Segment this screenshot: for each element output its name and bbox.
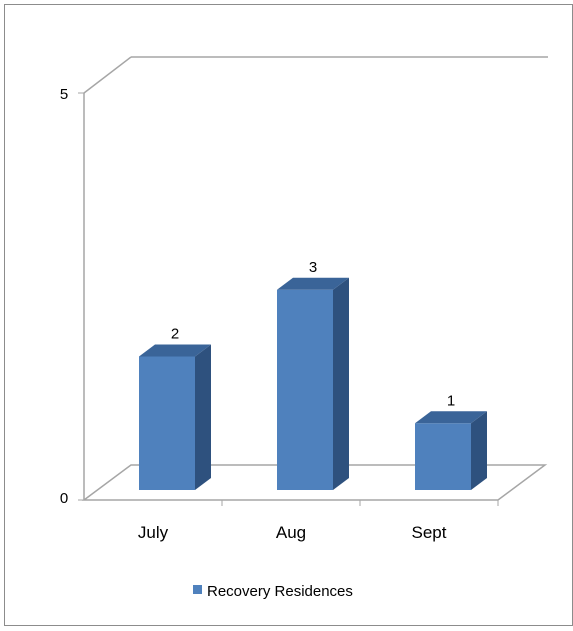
- legend: Recovery Residences: [193, 583, 353, 600]
- y-axis-ticks: [78, 92, 84, 501]
- bar-side-july: [195, 344, 211, 490]
- legend-swatch: [193, 585, 202, 594]
- bar-side-aug: [333, 277, 349, 490]
- side-wall-top-edge: [83, 56, 132, 94]
- bar-top-aug: [277, 277, 349, 290]
- x-tick-labels: July Aug Sept: [138, 523, 447, 542]
- x-axis-ticks: [221, 500, 499, 506]
- data-label-sept: 1: [447, 392, 455, 409]
- bar-top-sept: [415, 411, 487, 424]
- legend-label: Recovery Residences: [207, 583, 353, 600]
- y-tick-label-min: 0: [60, 490, 68, 507]
- bars-group: [139, 277, 487, 490]
- bar-front-july: [139, 356, 195, 490]
- y-tick-label-max: 5: [60, 86, 68, 103]
- bar-front-aug: [277, 289, 333, 490]
- x-tick-label-sept: Sept: [412, 523, 447, 542]
- data-label-aug: 3: [309, 259, 317, 276]
- bar-front-sept: [415, 423, 471, 490]
- data-labels-group: 2 3 1: [171, 259, 455, 409]
- x-tick-label-july: July: [138, 523, 169, 542]
- data-label-july: 2: [171, 326, 179, 343]
- bar-side-sept: [471, 411, 487, 490]
- bar-top-july: [139, 344, 211, 357]
- x-tick-label-aug: Aug: [276, 523, 306, 542]
